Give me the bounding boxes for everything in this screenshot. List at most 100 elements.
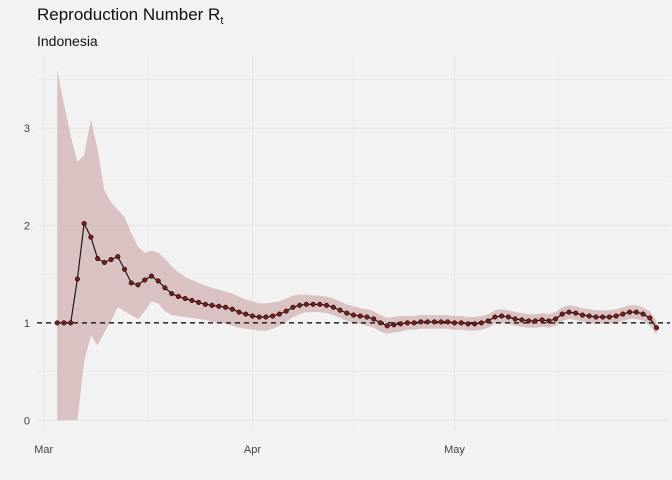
data-point	[297, 302, 303, 308]
data-point	[330, 304, 336, 310]
data-point	[283, 308, 289, 314]
data-point	[579, 312, 586, 318]
data-point	[532, 318, 538, 324]
title-subscript: t	[220, 15, 224, 27]
data-point	[74, 276, 80, 282]
data-point	[411, 320, 417, 326]
data-point	[249, 313, 256, 319]
data-point	[128, 280, 134, 286]
data-point	[458, 320, 464, 326]
data-point	[88, 234, 94, 240]
y-tick-label: 3	[24, 123, 30, 135]
data-point	[196, 299, 202, 305]
data-point	[485, 318, 491, 324]
y-tick-label: 2	[24, 220, 30, 232]
data-point	[499, 313, 505, 319]
data-point	[526, 318, 532, 324]
data-point	[303, 301, 309, 307]
data-point	[317, 301, 323, 307]
data-point	[418, 319, 424, 325]
data-point	[653, 325, 660, 331]
data-point	[519, 317, 525, 323]
data-point	[445, 319, 451, 325]
confidence-ribbon	[57, 69, 657, 421]
data-point	[512, 316, 518, 322]
data-point	[182, 295, 188, 302]
data-point	[169, 291, 175, 297]
data-point	[647, 315, 653, 321]
data-point	[115, 254, 121, 260]
data-point	[586, 313, 592, 319]
data-point	[54, 320, 60, 326]
data-point	[377, 320, 383, 326]
data-point	[391, 322, 397, 328]
data-point	[492, 314, 498, 320]
data-point	[559, 311, 565, 317]
data-point	[68, 320, 74, 326]
data-point	[552, 316, 559, 322]
y-axis: 0 1 2 3	[24, 123, 30, 427]
data-point	[270, 313, 276, 319]
data-point	[95, 256, 101, 262]
data-point	[640, 311, 646, 317]
data-point	[81, 220, 87, 227]
x-tick-label: May	[444, 444, 465, 456]
data-point	[121, 266, 128, 272]
data-point	[613, 313, 619, 319]
data-point	[162, 285, 168, 291]
data-point	[229, 306, 235, 312]
data-point	[593, 314, 599, 320]
data-point	[148, 273, 155, 279]
data-point	[573, 310, 579, 316]
data-point	[451, 320, 458, 326]
data-point	[431, 319, 437, 325]
data-point	[606, 314, 612, 320]
data-point	[472, 321, 478, 327]
data-point	[236, 309, 242, 315]
data-point	[357, 313, 363, 319]
data-point	[620, 311, 626, 317]
data-point	[142, 277, 148, 283]
data-point	[539, 317, 545, 323]
data-point	[384, 323, 390, 329]
data-point	[223, 304, 229, 310]
data-point	[465, 321, 471, 327]
data-point	[243, 311, 249, 317]
data-point	[344, 310, 350, 316]
data-point	[256, 314, 262, 320]
data-point	[566, 309, 572, 315]
data-point	[108, 256, 114, 263]
chart-subtitle: Indonesia	[37, 33, 98, 49]
data-point	[371, 316, 377, 322]
data-point	[101, 259, 107, 266]
data-point	[337, 307, 343, 313]
data-point	[425, 319, 431, 325]
data-point	[627, 309, 633, 315]
data-point	[324, 302, 330, 308]
data-point	[175, 294, 181, 300]
data-point	[505, 314, 511, 320]
data-point	[216, 303, 222, 309]
ci-band	[57, 69, 657, 421]
data-point	[290, 304, 296, 310]
grid-lines	[37, 55, 670, 430]
data-point	[202, 301, 208, 307]
data-point	[155, 278, 161, 284]
data-point	[438, 319, 444, 325]
data-point	[478, 320, 484, 326]
data-point	[546, 318, 552, 324]
y-tick-label: 1	[24, 318, 30, 330]
data-point	[135, 282, 141, 288]
chart-title: Reproduction Number Rt	[37, 5, 224, 27]
rt-series	[54, 220, 660, 331]
data-point	[61, 320, 67, 326]
data-point	[364, 314, 370, 320]
data-point	[263, 314, 269, 320]
data-point	[633, 309, 639, 315]
x-tick-label: Mar	[34, 444, 53, 456]
data-point	[404, 320, 410, 326]
data-point	[350, 312, 357, 318]
data-point	[310, 301, 316, 307]
x-tick-label: Apr	[244, 444, 261, 456]
